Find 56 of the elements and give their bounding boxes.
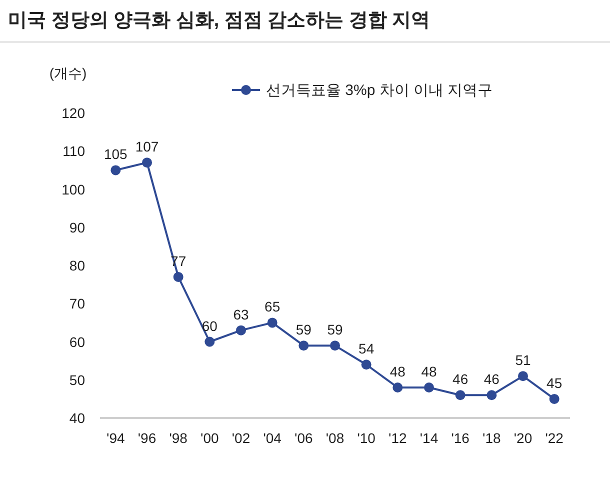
x-tick-label: '08 (326, 430, 344, 446)
point (110, 165, 121, 176)
point (424, 382, 434, 392)
data-label: 65 (264, 298, 280, 315)
y-tick-label: 110 (62, 143, 86, 160)
point (392, 382, 403, 392)
data-label: 63 (233, 306, 249, 322)
point (330, 340, 340, 351)
x-tick-label: '94 (106, 430, 125, 446)
data-label: 105 (104, 146, 128, 162)
y-tick-label: 90 (69, 219, 86, 236)
y-tick-label: 100 (62, 181, 86, 198)
legend: 선거득표율 3%p 차이 이내 지역구 (232, 82, 493, 99)
point (298, 340, 309, 351)
point (518, 371, 528, 382)
x-tick-label: '22 (545, 430, 564, 446)
x-tick-label: '18 (482, 430, 501, 446)
x-tick-label: '14 (420, 430, 438, 446)
y-tick-label: 50 (69, 372, 86, 388)
data-label: 59 (296, 322, 312, 338)
x-tick-label: '98 (169, 430, 188, 446)
y-tick-label: 60 (69, 334, 86, 350)
point (236, 325, 246, 336)
data-label: 48 (390, 364, 406, 380)
x-tick-label: '16 (451, 430, 470, 446)
data-label: 46 (452, 371, 468, 388)
point (142, 158, 152, 168)
data-label: 51 (515, 352, 531, 368)
x-tick-label: '04 (263, 430, 282, 446)
x-tick-label: '96 (138, 430, 156, 446)
y-tick-label: 120 (62, 105, 86, 121)
x-tick-label: '20 (514, 430, 532, 446)
data-label: 45 (546, 374, 562, 391)
data-label: 107 (135, 138, 159, 155)
point (267, 318, 278, 328)
x-tick-label: '02 (232, 430, 250, 446)
data-label: 48 (421, 364, 437, 380)
point (173, 272, 184, 282)
y-tick-label: 80 (69, 258, 86, 274)
y-tick-label: 70 (69, 296, 86, 312)
x-tick-label: '00 (200, 430, 219, 446)
y-tick-label: 40 (69, 410, 86, 426)
x-tick-label: '06 (294, 430, 313, 446)
title: 미국 정당의 양극화 심화, 점점 감소하는 경합 지역 (8, 10, 430, 31)
data-label: 59 (327, 322, 343, 338)
y-axis-title: (개수) (49, 65, 87, 81)
x-tick-label: '10 (357, 430, 376, 446)
point (204, 336, 215, 347)
point (455, 390, 466, 400)
point (361, 360, 372, 370)
data-label: 60 (202, 318, 218, 334)
point (549, 394, 560, 404)
point (486, 390, 497, 400)
x-tick-label: '12 (388, 430, 407, 446)
data-label: 46 (484, 371, 500, 388)
data-label: 54 (358, 340, 374, 357)
